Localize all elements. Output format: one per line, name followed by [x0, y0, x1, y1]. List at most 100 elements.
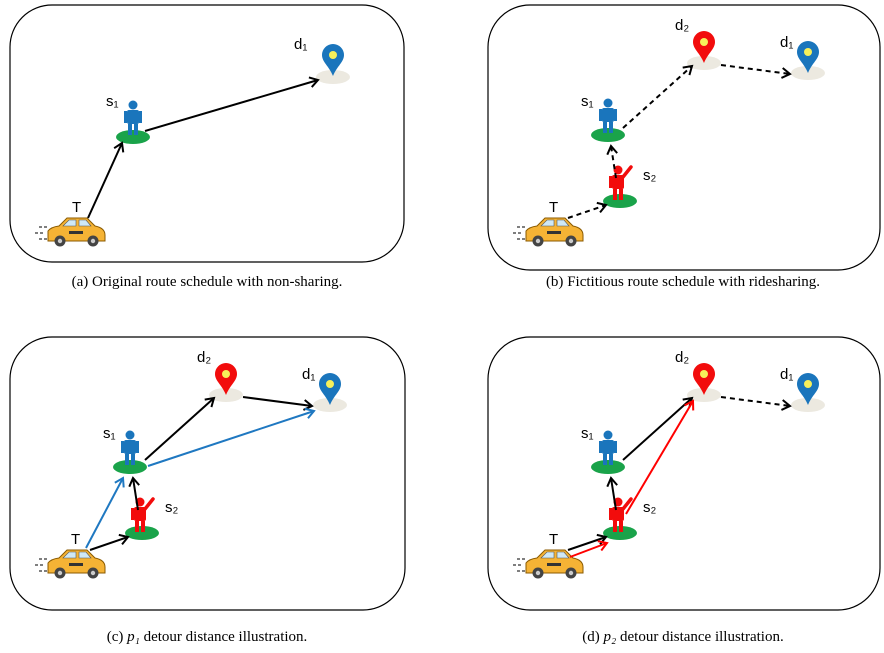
caption-tag: (b): [546, 274, 564, 290]
node-label: d₁: [780, 34, 793, 51]
node-label: T: [71, 531, 80, 548]
caption-text: detour distance illustration.: [144, 629, 308, 645]
rider-icon: [124, 101, 142, 136]
rider-leg: [128, 124, 132, 135]
ground-ellipse: [116, 130, 150, 144]
caption-tag: (a): [72, 274, 89, 290]
rider-leg: [131, 454, 135, 465]
node-label: d₂: [675, 17, 689, 34]
rider-arm: [599, 441, 602, 453]
taxi-icon: [513, 218, 583, 247]
route-arrow: [243, 397, 312, 406]
pin-dot: [329, 51, 337, 59]
pin-dot: [804, 48, 812, 56]
taxi-hub: [536, 239, 540, 243]
taxi-hub: [91, 571, 95, 575]
route-arrow: [623, 66, 692, 128]
caption-tag: (d): [582, 629, 600, 645]
rider-arm: [609, 508, 612, 520]
rider-leg: [609, 454, 613, 465]
taxi-hub: [91, 239, 95, 243]
node-label: s₁: [581, 425, 594, 442]
rider-leg: [609, 122, 613, 133]
figure: (a) Original route schedule with non-sha…: [0, 0, 884, 653]
node-label: d₂: [675, 349, 689, 366]
route-arrow: [86, 478, 123, 548]
pin-dot: [222, 370, 230, 378]
taxi-hub: [569, 239, 573, 243]
node-label: s₂: [643, 499, 657, 516]
caption-text: Original route schedule with non-sharing…: [92, 274, 342, 290]
taxi-hub: [569, 571, 573, 575]
rider-arm: [614, 441, 617, 453]
route-arrow: [148, 411, 314, 466]
taxi-checker: [69, 563, 83, 566]
taxi-icon: [35, 550, 105, 579]
caption: (b) Fictitious route schedule with rides…: [546, 274, 820, 290]
route-arrow: [145, 398, 214, 460]
rider-leg: [603, 454, 607, 465]
rider-arm: [121, 441, 124, 453]
caption-text: detour distance illustration.: [620, 629, 784, 645]
route-arrow: [568, 205, 606, 218]
caption-symbol: p₁: [126, 629, 140, 645]
ground-ellipse: [591, 128, 625, 142]
caption-text: Fictitious route schedule with rideshari…: [567, 274, 820, 290]
rider-head: [604, 431, 613, 440]
rider-leg: [619, 189, 623, 200]
rider-head: [126, 431, 135, 440]
taxi-icon: [35, 218, 105, 247]
node-label: d₁: [302, 366, 315, 383]
rider-arm: [145, 499, 153, 509]
caption-symbol: p₂: [603, 629, 617, 645]
node-label: T: [72, 199, 81, 216]
rider-leg: [603, 122, 607, 133]
ground-ellipse: [591, 460, 625, 474]
caption-tag: (c): [107, 629, 124, 645]
rider-leg: [134, 124, 138, 135]
route-arrow: [570, 543, 607, 557]
caption: (a) Original route schedule with non-sha…: [72, 274, 343, 290]
caption: (d) p₂ detour distance illustration.: [582, 629, 783, 645]
rider-body: [602, 440, 614, 454]
caption: (c) p₁ detour distance illustration.: [107, 629, 308, 645]
rider-arm: [623, 167, 631, 177]
taxi-checker: [547, 231, 561, 234]
taxi-checker: [69, 231, 83, 234]
taxi-hub: [536, 571, 540, 575]
node-label: s₁: [106, 93, 119, 110]
rider-arm: [599, 109, 602, 121]
route-arrow: [88, 143, 122, 218]
taxi-hub: [58, 571, 62, 575]
rider-leg: [135, 521, 139, 532]
route-arrow: [626, 401, 693, 514]
route-arrow: [721, 397, 790, 406]
node-label: s₂: [643, 167, 657, 184]
rider-body: [602, 108, 614, 122]
pin-dot: [804, 380, 812, 388]
ground-ellipse: [113, 460, 147, 474]
rider-leg: [619, 521, 623, 532]
node-label: d₁: [294, 36, 307, 53]
taxi-hub: [58, 239, 62, 243]
rider-head: [129, 101, 138, 110]
route-arrow: [611, 478, 616, 510]
node-label: d₂: [197, 349, 211, 366]
node-label: s₁: [103, 425, 116, 442]
rider-arm: [124, 111, 127, 123]
rider-body: [127, 110, 139, 124]
node-label: d₁: [780, 366, 793, 383]
pin-dot: [700, 370, 708, 378]
route-arrow: [145, 80, 318, 131]
route-arrow: [721, 65, 790, 74]
rider-leg: [141, 521, 145, 532]
rider-arm: [136, 441, 139, 453]
route-arrow: [568, 537, 606, 550]
rider-icon: [599, 99, 617, 134]
pin-dot: [700, 38, 708, 46]
route-arrow: [133, 478, 138, 510]
rider-arm: [614, 109, 617, 121]
node-label: s₂: [165, 499, 179, 516]
rider-arm: [609, 176, 612, 188]
rider-leg: [125, 454, 129, 465]
